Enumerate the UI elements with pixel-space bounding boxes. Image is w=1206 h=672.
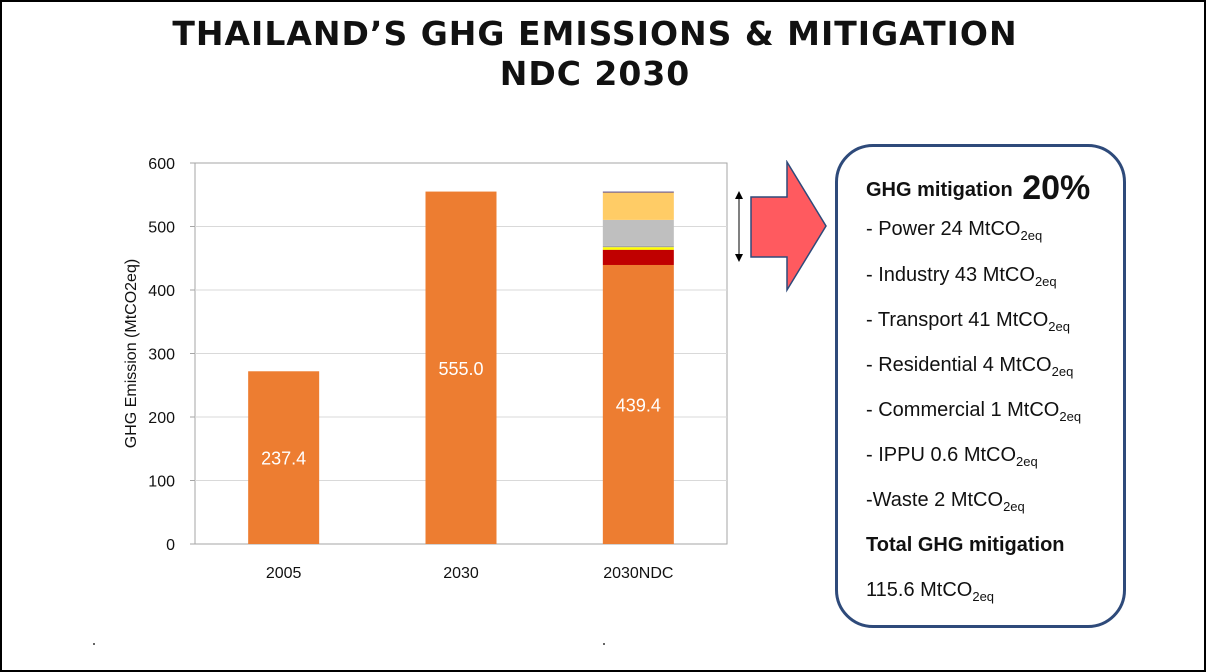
bar-segment — [602, 245, 674, 248]
bar-segment — [602, 219, 674, 246]
mitigation-heading: GHG mitigation 20% — [866, 169, 1090, 208]
mitigation-item-industry: - Industry 43 MtCO2eq — [866, 264, 1057, 289]
y-tick-label: 500 — [148, 220, 175, 237]
mitigation-arrow — [735, 160, 827, 293]
mitigation-item-waste: -Waste 2 MtCO2eq — [866, 489, 1025, 514]
mitigation-percent: 20% — [1022, 169, 1091, 207]
y-axis-label: GHG Emission (MtCO2eq) — [123, 259, 140, 448]
mitigation-item-ippu: - IPPU 0.6 MtCO2eq — [866, 444, 1038, 469]
mitigation-total-value: 115.6 MtCO2eq — [866, 579, 995, 604]
emissions-bar-chart: 0 100 200 300 400 500 600 GHG Emission (MtCO2eq… — [123, 156, 728, 582]
decor-dot — [603, 643, 605, 645]
range-arrowhead-top — [735, 191, 743, 199]
mitigation-item-transport: - Transport 41 MtCO2eq — [866, 309, 1070, 334]
mitigation-item-residential: - Residential 4 MtCO2eq — [866, 354, 1074, 379]
mitigation-heading-text: GHG mitigation — [866, 179, 1013, 201]
mitigation-item-power: - Power 24 MtCO2eq — [866, 218, 1043, 243]
bar-segment — [248, 371, 320, 544]
bar-segment — [602, 192, 674, 220]
bar-segment — [602, 249, 674, 265]
bar-segment — [602, 191, 674, 193]
slide-subtitle: NDC 2030 — [499, 54, 691, 93]
bar-segment — [602, 247, 674, 250]
data-label: 555.0 — [438, 359, 483, 379]
y-tick-label: 0 — [166, 537, 175, 554]
y-tick-label: 200 — [148, 410, 175, 427]
bar-segment — [425, 191, 497, 544]
x-tick-label: 2005 — [266, 565, 302, 582]
slide-title: THAILAND’S GHG EMISSIONS & MITIGATION — [172, 14, 1018, 53]
y-tick-label: 100 — [148, 474, 175, 491]
x-tick-label: 2030 — [443, 565, 479, 582]
bar-segment — [602, 264, 674, 544]
decor-dot — [93, 643, 95, 645]
mitigation-panel: GHG mitigation 20% - Power 24 MtCO2eq - … — [835, 144, 1126, 628]
range-arrowhead-bottom — [735, 254, 743, 262]
mitigation-total-label: Total GHG mitigation — [866, 534, 1065, 556]
y-tick-label: 400 — [148, 283, 175, 300]
data-label: 237.4 — [261, 449, 306, 469]
y-tick-label: 600 — [148, 156, 175, 173]
mitigation-item-commercial: - Commercial 1 MtCO2eq — [866, 399, 1082, 424]
red-arrow-icon — [750, 160, 827, 293]
x-tick-label: 2030NDC — [603, 565, 673, 582]
y-tick-label: 300 — [148, 347, 175, 364]
data-label: 439.4 — [616, 395, 661, 415]
